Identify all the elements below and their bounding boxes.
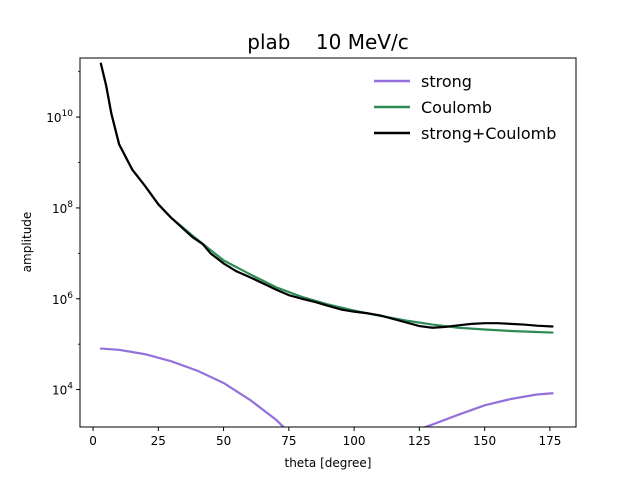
y-tick-label: 106 <box>52 291 73 307</box>
legend-label-1: Coulomb <box>421 98 492 117</box>
x-tick-label: 0 <box>89 434 97 448</box>
x-axis-label: theta [degree] <box>285 456 372 470</box>
x-tick-label: 175 <box>538 434 561 448</box>
series-line-2 <box>99 62 554 329</box>
x-tick-label: 25 <box>151 434 166 448</box>
axes-frame <box>79 57 577 428</box>
x-axis: 0 25 50 75 100 125 150 175 <box>89 427 561 448</box>
plot-area <box>79 57 577 428</box>
series-layer <box>99 62 554 427</box>
series-line-0 <box>99 347 554 427</box>
x-tick-label: 125 <box>408 434 431 448</box>
y-axis: 104 106 108 1010 <box>46 71 80 398</box>
legend: strong Coulomb strong+Coulomb <box>374 72 556 143</box>
y-axis-label: amplitude <box>20 212 34 273</box>
y-tick-label: 104 <box>52 382 73 398</box>
x-tick-label: 100 <box>343 434 366 448</box>
y-tick-label: 1010 <box>46 109 73 125</box>
legend-label-0: strong <box>421 72 472 91</box>
x-tick-label: 50 <box>216 434 231 448</box>
x-tick-label: 150 <box>473 434 496 448</box>
legend-label-2: strong+Coulomb <box>421 124 556 143</box>
chart-title: plab 10 MeV/c <box>247 30 408 54</box>
y-tick-label: 108 <box>52 200 73 216</box>
x-tick-label: 75 <box>281 434 296 448</box>
